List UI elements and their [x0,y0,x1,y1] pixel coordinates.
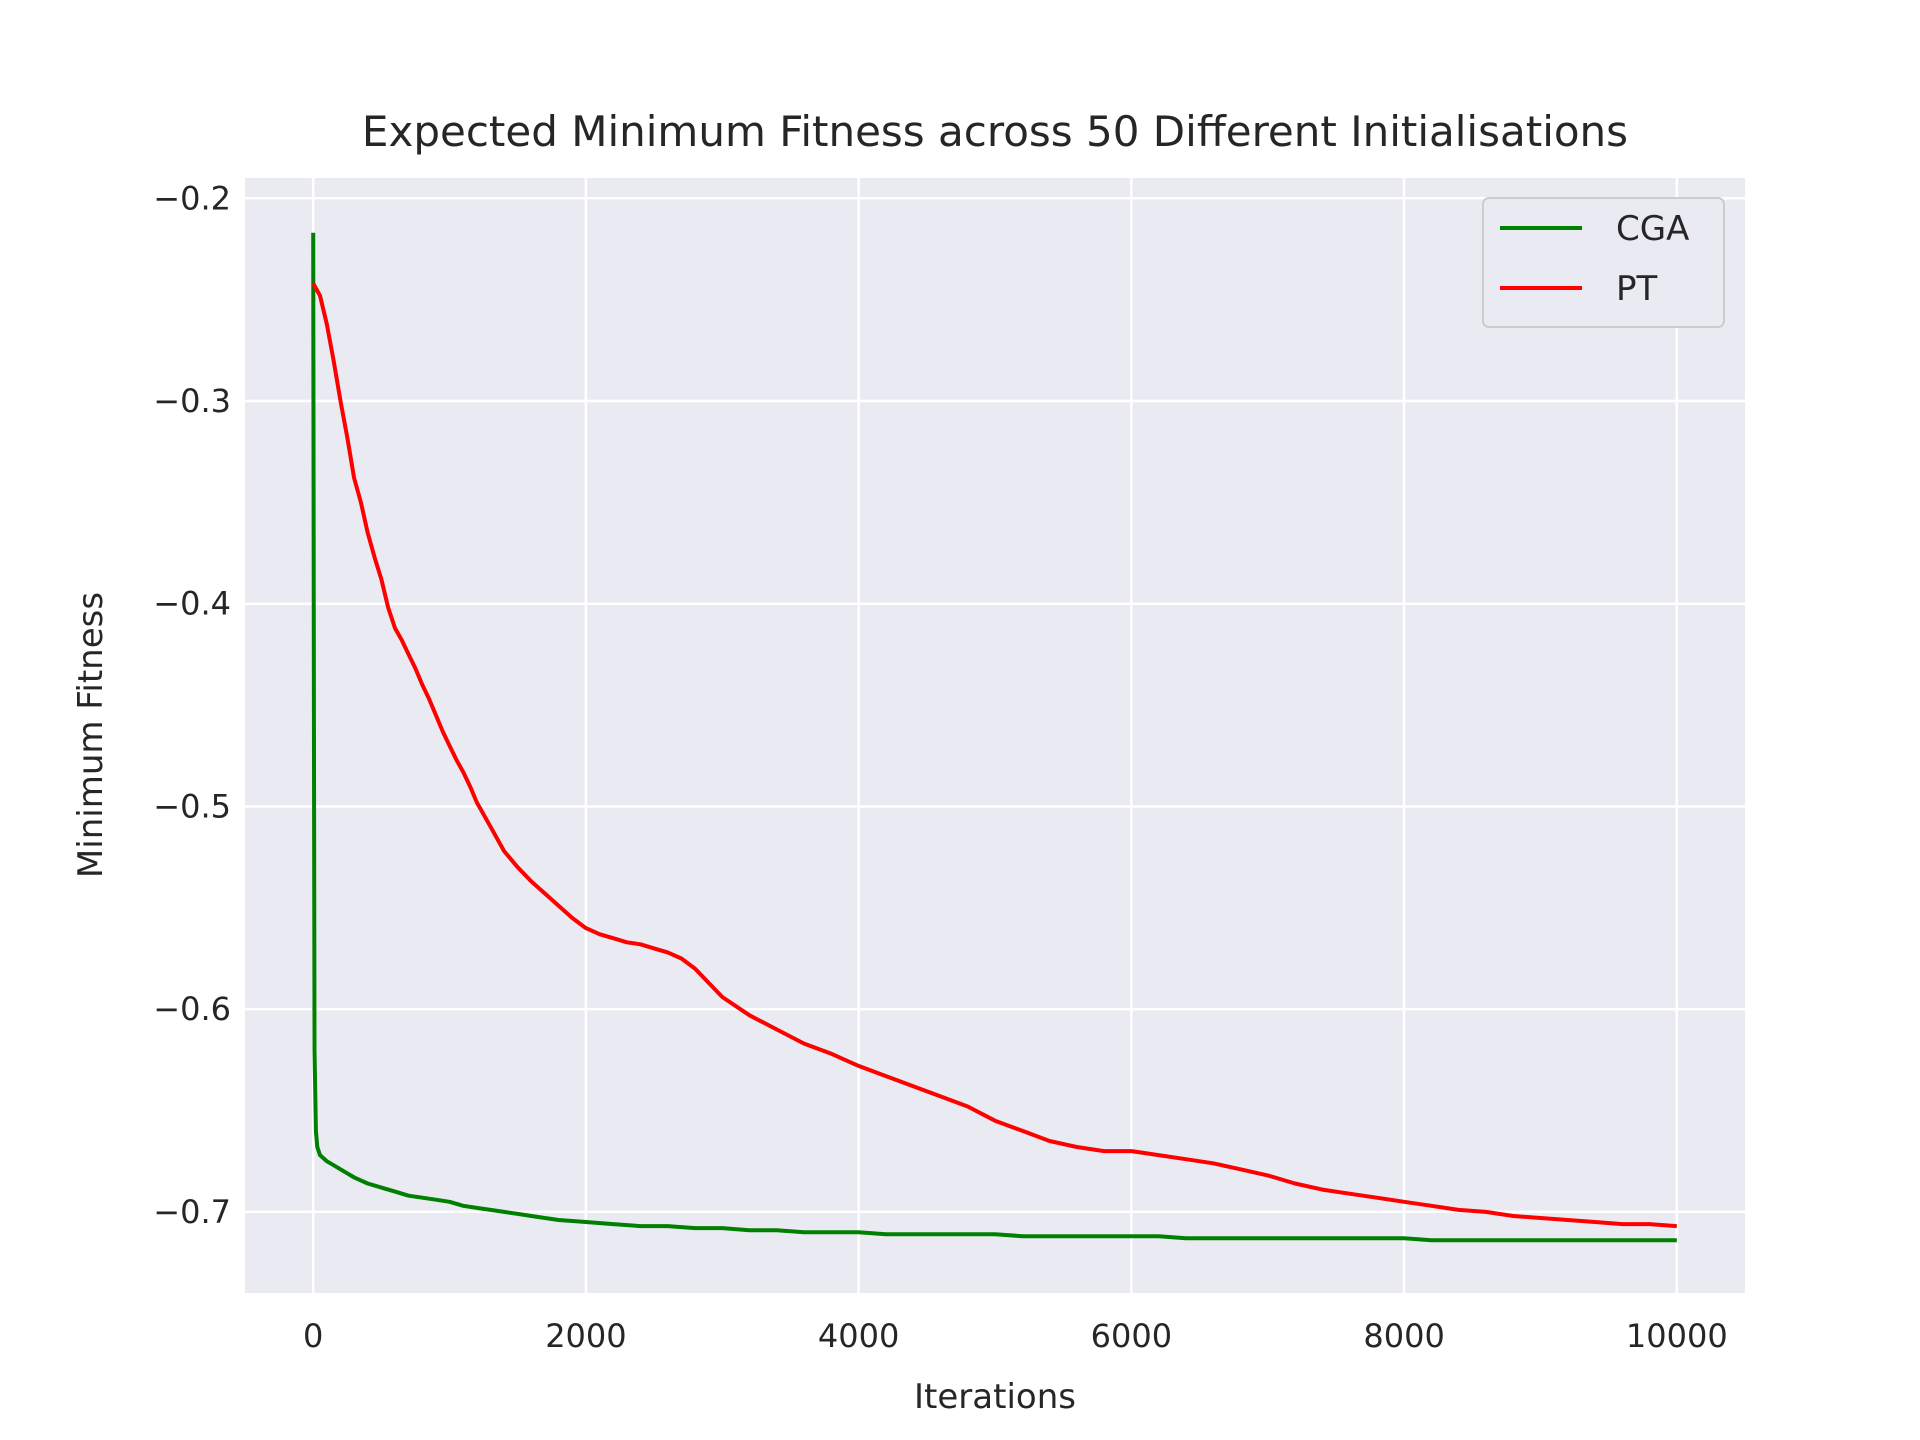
series-layer [311,232,1677,1243]
x-tick-label: 10000 [1626,1317,1728,1355]
legend-box [1482,197,1725,328]
legend: CGA PT [1482,197,1725,328]
x-tick-label: 0 [303,1317,323,1355]
y-tick-label: −0.4 [153,585,231,623]
y-tick-label: −0.7 [153,1193,231,1231]
plot-background [245,178,1745,1293]
x-tick-label: 8000 [1363,1317,1444,1355]
x-tick-labels: 0 2000 4000 6000 8000 10000 [303,1317,1728,1355]
chart-title: Expected Minimum Fitness across 50 Diffe… [362,107,1628,156]
x-tick-label: 2000 [545,1317,626,1355]
series-line-pt [311,282,1677,1229]
y-tick-label: −0.3 [153,382,231,420]
series-line-cga [311,232,1677,1243]
y-axis-label: Minimum Fitness [71,592,111,878]
y-tick-label: −0.5 [153,787,231,825]
x-tick-label: 6000 [1091,1317,1172,1355]
legend-label-cga: CGA [1616,209,1689,249]
y-tick-labels: −0.2 −0.3 −0.4 −0.5 −0.6 −0.7 [153,179,231,1231]
legend-label-pt: PT [1616,269,1658,309]
y-tick-label: −0.6 [153,990,231,1028]
x-tick-label: 4000 [818,1317,899,1355]
y-tick-label: −0.2 [153,179,231,217]
x-axis-label: Iterations [914,1377,1076,1417]
